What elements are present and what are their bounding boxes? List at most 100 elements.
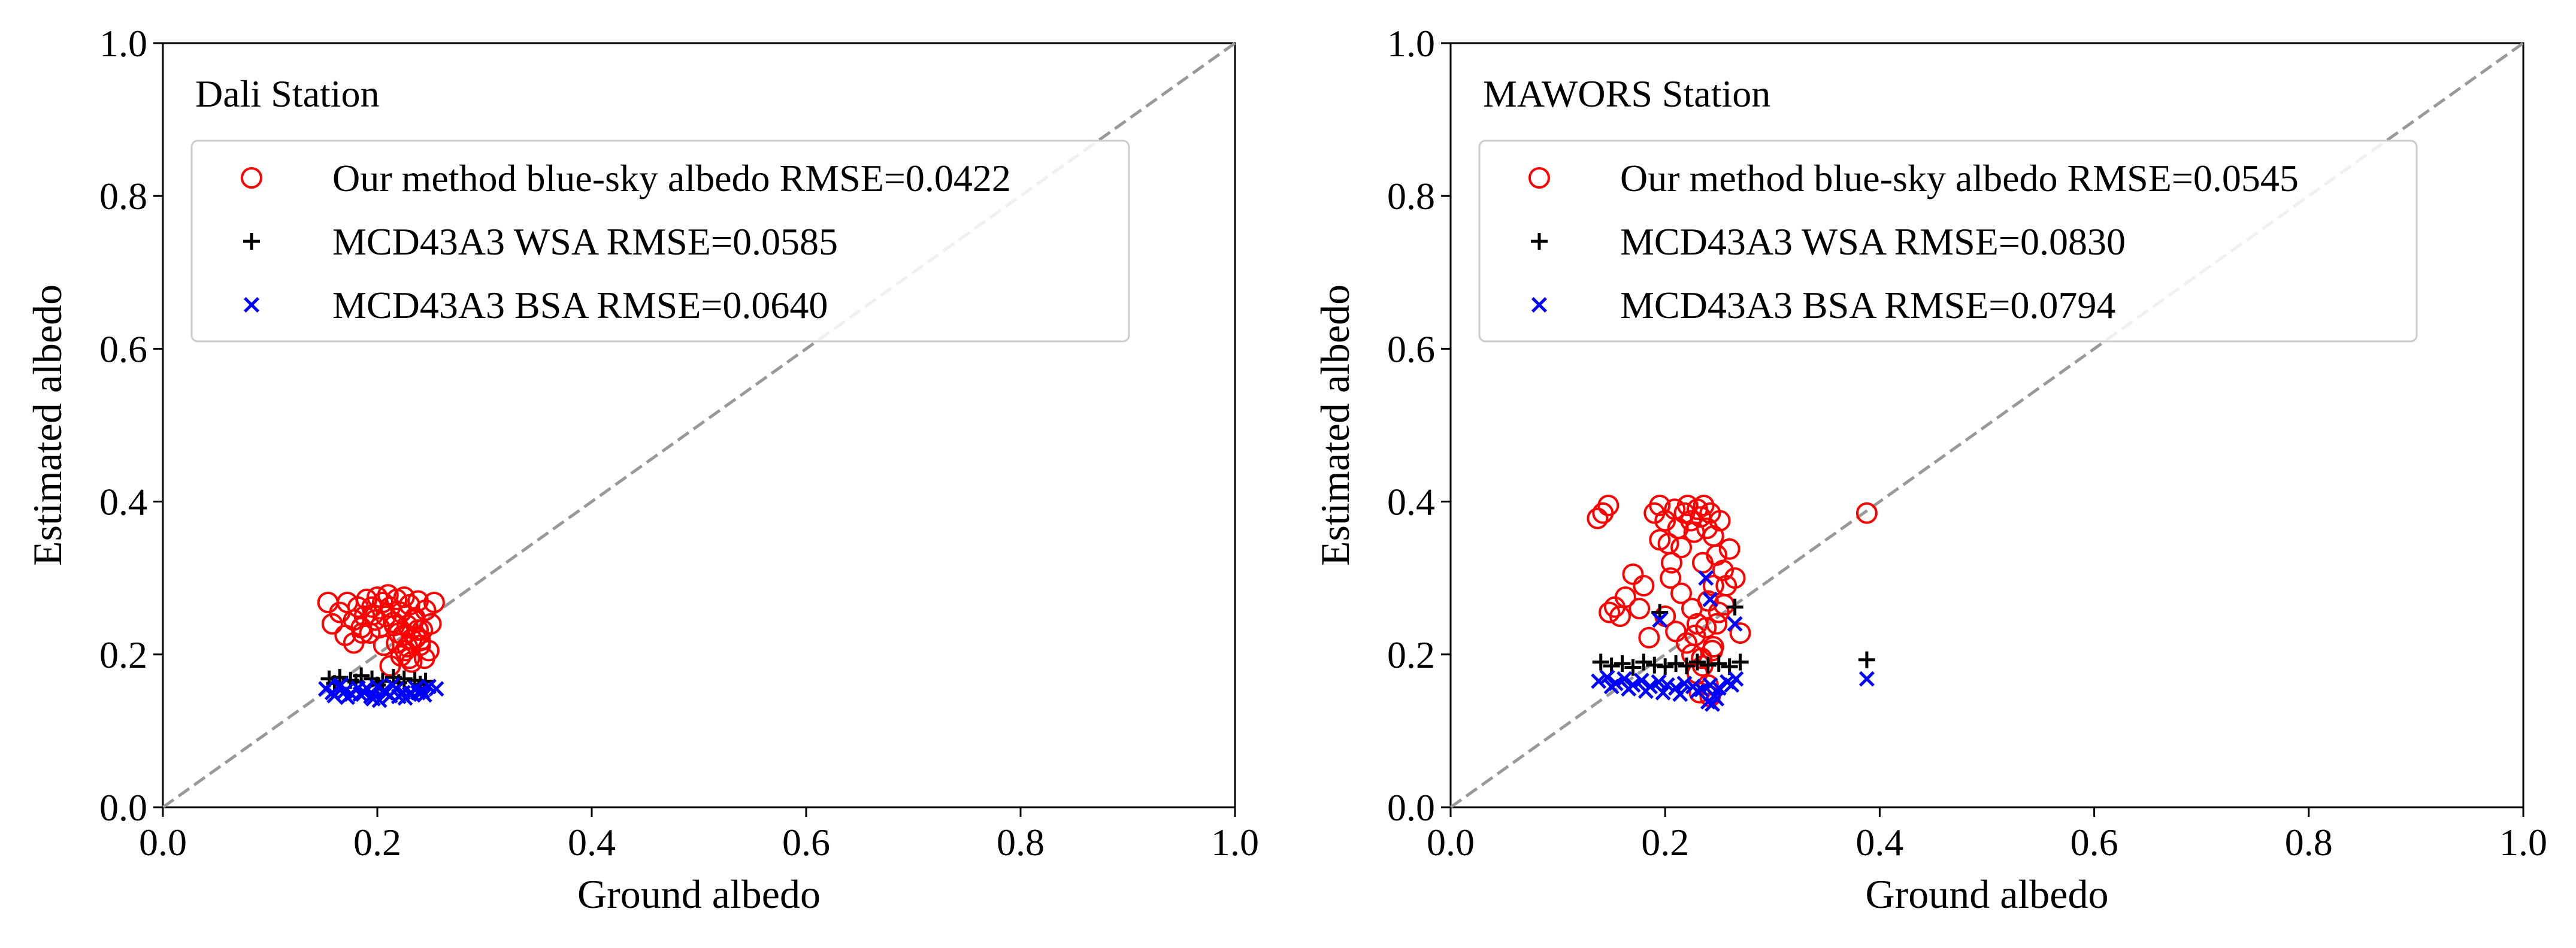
blue-x-point bbox=[339, 689, 355, 705]
red-circle-point bbox=[1638, 626, 1660, 649]
blue-x-point bbox=[1599, 670, 1615, 686]
blue-x-point bbox=[326, 687, 343, 704]
y-tick-label: 0.2 bbox=[99, 634, 147, 676]
red-circle-point bbox=[1693, 494, 1715, 516]
black-plus-point bbox=[1657, 658, 1674, 676]
red-circle-point bbox=[1633, 574, 1655, 596]
black-plus-point bbox=[1858, 651, 1875, 668]
red-circle-point bbox=[1696, 517, 1718, 540]
blue-x-point bbox=[1603, 679, 1620, 695]
x-tick-label: 0.6 bbox=[782, 821, 830, 864]
blue-x-point bbox=[1709, 690, 1725, 707]
red-circle-point bbox=[1665, 620, 1687, 643]
panel-dali-station: 0.0 0.2 0.4 0.6 0.8 1.0 0.0 0.2 0.4 0.6 0.8 1.0 Grou… bbox=[25, 22, 1259, 917]
legend-box bbox=[190, 140, 1130, 343]
legend-marker-icon bbox=[241, 167, 262, 189]
blue-x-point bbox=[359, 680, 375, 696]
red-circle-point bbox=[1649, 494, 1671, 516]
red-circle-point bbox=[396, 636, 419, 658]
black-plus-point bbox=[1646, 656, 1663, 674]
black-plus-point bbox=[1667, 655, 1685, 673]
black-plus-point bbox=[1592, 653, 1609, 671]
plot-area bbox=[162, 42, 1236, 808]
x-tick-label: 0.8 bbox=[2285, 821, 2333, 864]
black-plus-point bbox=[1710, 655, 1727, 673]
y-tick-label: 0.0 bbox=[1387, 786, 1435, 829]
red-circle-point bbox=[1670, 582, 1693, 604]
red-circle-point bbox=[1729, 622, 1751, 644]
y-tick-label: 0.8 bbox=[99, 175, 147, 217]
red-circle-point bbox=[1709, 510, 1731, 532]
legend-entry-label: MCD43A3 BSA RMSE=0.0640 bbox=[332, 284, 828, 326]
y-axis-label: Estimated albedo bbox=[25, 284, 70, 566]
red-circle-point bbox=[1599, 601, 1621, 623]
station-title: MAWORS Station bbox=[1483, 72, 1770, 115]
blue-x-point bbox=[1702, 677, 1718, 693]
series-circle-open-points bbox=[317, 584, 445, 677]
legend-marker-icon bbox=[244, 297, 259, 313]
black-plus-point bbox=[1688, 653, 1706, 671]
red-circle-point bbox=[1622, 563, 1644, 585]
red-circle-point bbox=[1691, 552, 1714, 574]
red-circle-point bbox=[1695, 617, 1717, 639]
red-circle-point bbox=[1855, 502, 1878, 524]
y-tick-label: 0.6 bbox=[1387, 328, 1435, 370]
legend-marker-icon bbox=[1528, 167, 1550, 189]
blue-x-point bbox=[1655, 685, 1671, 701]
black-plus-point bbox=[1732, 653, 1749, 671]
y-tick-label: 0.4 bbox=[1387, 481, 1435, 523]
blue-x-point bbox=[1727, 616, 1743, 632]
black-plus-point bbox=[1624, 659, 1642, 676]
red-circle-point bbox=[1676, 494, 1699, 516]
red-circle-point bbox=[1587, 507, 1609, 529]
legend-entry-label: Our method blue-sky albedo RMSE=0.0545 bbox=[1620, 157, 2299, 199]
legend-marker-icon bbox=[243, 233, 260, 250]
red-circle-point bbox=[1706, 613, 1728, 635]
red-circle-point bbox=[1649, 529, 1671, 551]
black-plus-point bbox=[1678, 657, 1696, 674]
blue-x-point bbox=[1633, 673, 1649, 689]
red-circle-point bbox=[1712, 559, 1734, 581]
legend-entry-label: MCD43A3 WSA RMSE=0.0585 bbox=[332, 220, 838, 263]
red-circle-point bbox=[362, 604, 384, 626]
red-circle-point bbox=[386, 632, 408, 654]
x-axis-label: Ground albedo bbox=[577, 871, 821, 917]
blue-x-point bbox=[1652, 612, 1668, 628]
station-title: Dali Station bbox=[195, 72, 380, 115]
legend-marker-icon bbox=[1531, 233, 1548, 250]
blue-x-point bbox=[1659, 677, 1675, 693]
red-circle-point bbox=[1702, 640, 1724, 662]
blue-x-point bbox=[1591, 673, 1607, 689]
red-circle-point bbox=[317, 592, 339, 614]
red-circle-point bbox=[1660, 552, 1682, 574]
blue-x-point bbox=[428, 681, 444, 697]
blue-x-point bbox=[1651, 674, 1667, 690]
legend-entry-label: MCD43A3 WSA RMSE=0.0830 bbox=[1620, 220, 2126, 263]
black-plus-point bbox=[1726, 598, 1743, 616]
panel-mawors-station: 0.0 0.2 0.4 0.6 0.8 1.0 0.0 0.2 0.4 0.6 0.8 1.0 Grou… bbox=[1312, 22, 2547, 917]
x-tick-label: 0.4 bbox=[1855, 821, 1903, 864]
plot-area bbox=[1449, 42, 2524, 808]
x-axis-label: Ground albedo bbox=[1865, 871, 2108, 917]
blue-x-point bbox=[1672, 686, 1688, 702]
x-tick-label: 0.8 bbox=[997, 821, 1045, 864]
red-circle-point bbox=[1614, 586, 1636, 608]
y-axis-label: Estimated albedo bbox=[1312, 284, 1358, 566]
x-tick-label: 0.0 bbox=[139, 821, 187, 864]
y-tick-label: 0.6 bbox=[99, 328, 147, 370]
blue-x-point bbox=[1637, 683, 1654, 699]
blue-x-point bbox=[1702, 591, 1718, 607]
x-tick-label: 0.2 bbox=[353, 821, 401, 864]
blue-x-point bbox=[385, 677, 401, 693]
y-tick-label: 0.0 bbox=[99, 786, 147, 829]
x-tick-label: 0.6 bbox=[2071, 821, 2118, 864]
blue-x-point bbox=[1617, 671, 1633, 687]
blue-x-point bbox=[371, 692, 388, 708]
legend-entry-label: MCD43A3 BSA RMSE=0.0794 bbox=[1620, 284, 2115, 326]
red-circle-point bbox=[1670, 537, 1693, 559]
red-circle-point bbox=[407, 619, 429, 641]
red-circle-point bbox=[1724, 567, 1746, 589]
blue-x-point bbox=[333, 677, 349, 693]
legend-entry-label: Our method blue-sky albedo RMSE=0.0422 bbox=[332, 157, 1011, 199]
red-circle-point bbox=[321, 613, 343, 635]
